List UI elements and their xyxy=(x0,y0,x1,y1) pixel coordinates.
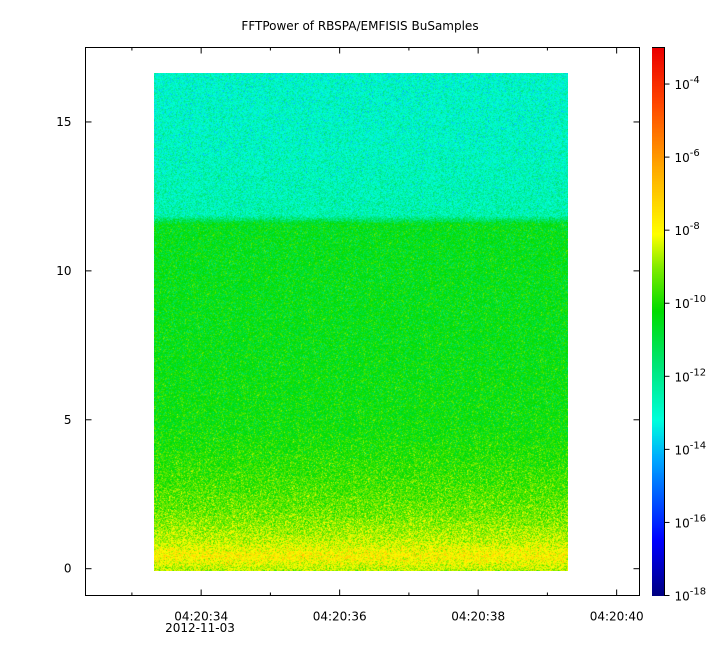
colorbar-tick-label: 10-12 xyxy=(675,367,707,384)
x-tick-label: 04:20:38 xyxy=(451,610,505,624)
y-axis: 0 5 10 15 xyxy=(56,115,640,576)
y-tick-label: 10 xyxy=(56,264,71,278)
colorbar-axis: 10-18 10-16 10-14 10-12 10-10 10-8 10-6 10-4 xyxy=(664,75,707,604)
chart-title: FFTPower of RBSPA/EMFISIS BuSamples xyxy=(241,19,478,33)
x-tick-label: 04:20:34 xyxy=(174,610,228,624)
colorbar-tick-label: 10-6 xyxy=(675,148,700,165)
colorbar-tick-label: 10-14 xyxy=(675,440,707,457)
x-axis-date-label: 2012-11-03 xyxy=(165,621,235,635)
colorbar-tick-label: 10-18 xyxy=(675,587,707,604)
colorbar-gradient xyxy=(652,48,664,596)
colorbar-tick-label: 10-8 xyxy=(675,221,700,238)
plot-frame xyxy=(85,47,640,596)
spectrogram-image xyxy=(154,73,568,571)
colorbar-tick-label: 10-16 xyxy=(675,513,707,530)
colorbar-tick-label: 10-10 xyxy=(675,294,707,311)
x-tick-label: 04:20:40 xyxy=(590,610,644,624)
y-tick-label: 0 xyxy=(64,562,72,576)
x-tick-label: 04:20:36 xyxy=(313,610,367,624)
x-axis: 04:20:34 04:20:36 04:20:38 04:20:40 xyxy=(131,47,644,624)
y-tick-label: 5 xyxy=(64,413,72,427)
colorbar-tick-label: 10-4 xyxy=(675,75,700,92)
y-tick-label: 15 xyxy=(56,115,71,129)
